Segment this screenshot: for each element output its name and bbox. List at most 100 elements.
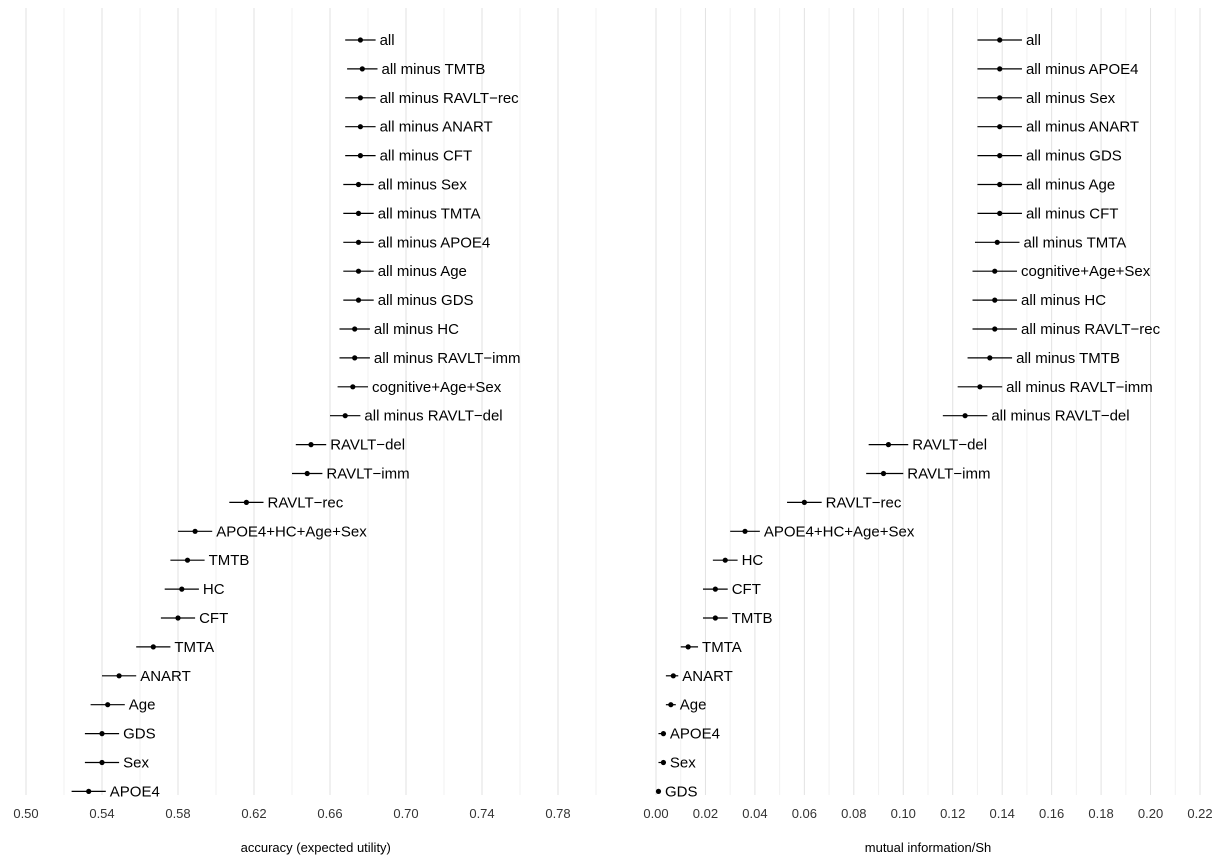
data-row: TMTB <box>170 552 249 569</box>
data-point <box>99 759 105 766</box>
data-point <box>355 210 362 216</box>
data-point <box>105 702 111 708</box>
data-row: CFT <box>702 581 761 598</box>
data-point <box>962 413 968 419</box>
point-label: all minus Sex <box>1026 90 1116 107</box>
x-tick-label: 0.70 <box>393 806 418 821</box>
point-label: APOE4 <box>110 783 160 800</box>
data-point <box>357 124 363 130</box>
x-tick-label: 0.04 <box>742 806 767 821</box>
data-point <box>992 268 998 274</box>
point-label: all minus GDS <box>1026 148 1122 165</box>
data-point <box>86 788 92 795</box>
data-point <box>116 673 122 679</box>
point-label: RAVLT−rec <box>826 494 902 511</box>
point-label: RAVLT−imm <box>326 466 409 483</box>
data-row: all minus Age <box>977 177 1115 194</box>
data-row: all <box>977 32 1041 49</box>
point-label: RAVLT−rec <box>268 494 344 511</box>
point-label: all minus TMTB <box>382 61 486 78</box>
data-row: all minus ANART <box>977 119 1139 136</box>
data-point <box>308 442 314 448</box>
point-label: TMTA <box>702 639 742 656</box>
data-row: GDS <box>655 783 698 800</box>
data-point <box>99 731 105 737</box>
x-tick-label: 0.54 <box>89 806 114 821</box>
data-row: all minus CFT <box>977 205 1118 222</box>
point-label: GDS <box>665 783 698 800</box>
data-point <box>357 153 363 159</box>
point-label: all minus RAVLT−rec <box>380 90 520 107</box>
data-point <box>670 673 676 679</box>
data-point <box>304 470 310 477</box>
data-point <box>342 413 348 419</box>
point-label: all minus APOE4 <box>1026 61 1139 78</box>
data-point <box>997 153 1003 159</box>
point-label: all minus TMTA <box>378 205 481 222</box>
data-point <box>355 181 362 188</box>
data-row: all minus TMTB <box>347 61 485 78</box>
x-tick-label: 0.16 <box>1039 806 1064 821</box>
data-point <box>660 759 667 766</box>
data-row: Age <box>90 697 156 714</box>
data-row: all minus CFT <box>345 148 472 165</box>
data-row: all minus TMTB <box>967 350 1120 367</box>
x-tick-label: 0.74 <box>469 806 494 821</box>
point-label: all minus GDS <box>378 292 474 309</box>
data-point <box>997 66 1003 72</box>
data-row: RAVLT−del <box>868 437 987 454</box>
point-label: all minus TMTA <box>1023 234 1126 251</box>
data-row: all minus APOE4 <box>343 234 490 251</box>
x-tick-label: 0.10 <box>891 806 916 821</box>
data-point <box>994 239 1000 245</box>
data-row: HC <box>712 552 763 569</box>
x-tick-label: 0.66 <box>317 806 342 821</box>
data-row: APOE4+HC+Age+Sex <box>178 523 367 540</box>
point-label: all <box>1026 32 1041 49</box>
data-point <box>355 239 362 245</box>
x-tick-label: 0.00 <box>643 806 668 821</box>
data-row: all minus RAVLT−imm <box>957 379 1153 396</box>
data-row: GDS <box>84 726 156 743</box>
data-point <box>352 355 358 361</box>
data-row: RAVLT−del <box>295 437 405 454</box>
data-point <box>801 499 807 505</box>
point-label: HC <box>203 581 225 598</box>
x-tick-label: 0.02 <box>693 806 718 821</box>
data-point <box>712 615 718 621</box>
point-label: cognitive+Age+Sex <box>1021 263 1151 280</box>
x-tick-label: 0.18 <box>1088 806 1113 821</box>
data-point <box>997 37 1003 43</box>
point-label: TMTA <box>174 639 214 656</box>
data-row: all minus TMTA <box>343 205 480 222</box>
point-label: all <box>380 32 395 49</box>
point-label: all minus TMTB <box>1016 350 1120 367</box>
data-row: all minus RAVLT−rec <box>972 321 1161 338</box>
data-point <box>192 528 198 534</box>
point-label: all minus Sex <box>378 177 468 194</box>
data-row: all minus APOE4 <box>977 61 1139 78</box>
x-tick-label: 0.08 <box>841 806 866 821</box>
point-label: Age <box>129 697 156 714</box>
data-point <box>184 557 191 563</box>
x-tick-label: 0.12 <box>940 806 965 821</box>
data-point <box>179 586 185 592</box>
point-label: all minus HC <box>1021 292 1106 309</box>
point-label: RAVLT−del <box>330 437 405 454</box>
data-point <box>359 66 365 72</box>
data-row: all minus HC <box>972 292 1106 309</box>
data-point <box>357 37 363 43</box>
data-row: TMTB <box>702 610 773 627</box>
data-row: RAVLT−rec <box>787 494 902 511</box>
data-row: Sex <box>84 755 149 772</box>
data-row: RAVLT−rec <box>229 494 344 511</box>
x-tick-label: 0.22 <box>1187 806 1212 821</box>
point-label: ANART <box>140 668 191 685</box>
data-point <box>660 731 667 737</box>
point-label: all minus CFT <box>380 148 473 165</box>
data-row: all minus RAVLT−imm <box>339 350 520 367</box>
data-point <box>655 788 662 795</box>
data-row: RAVLT−imm <box>866 466 990 483</box>
data-point <box>977 384 983 390</box>
